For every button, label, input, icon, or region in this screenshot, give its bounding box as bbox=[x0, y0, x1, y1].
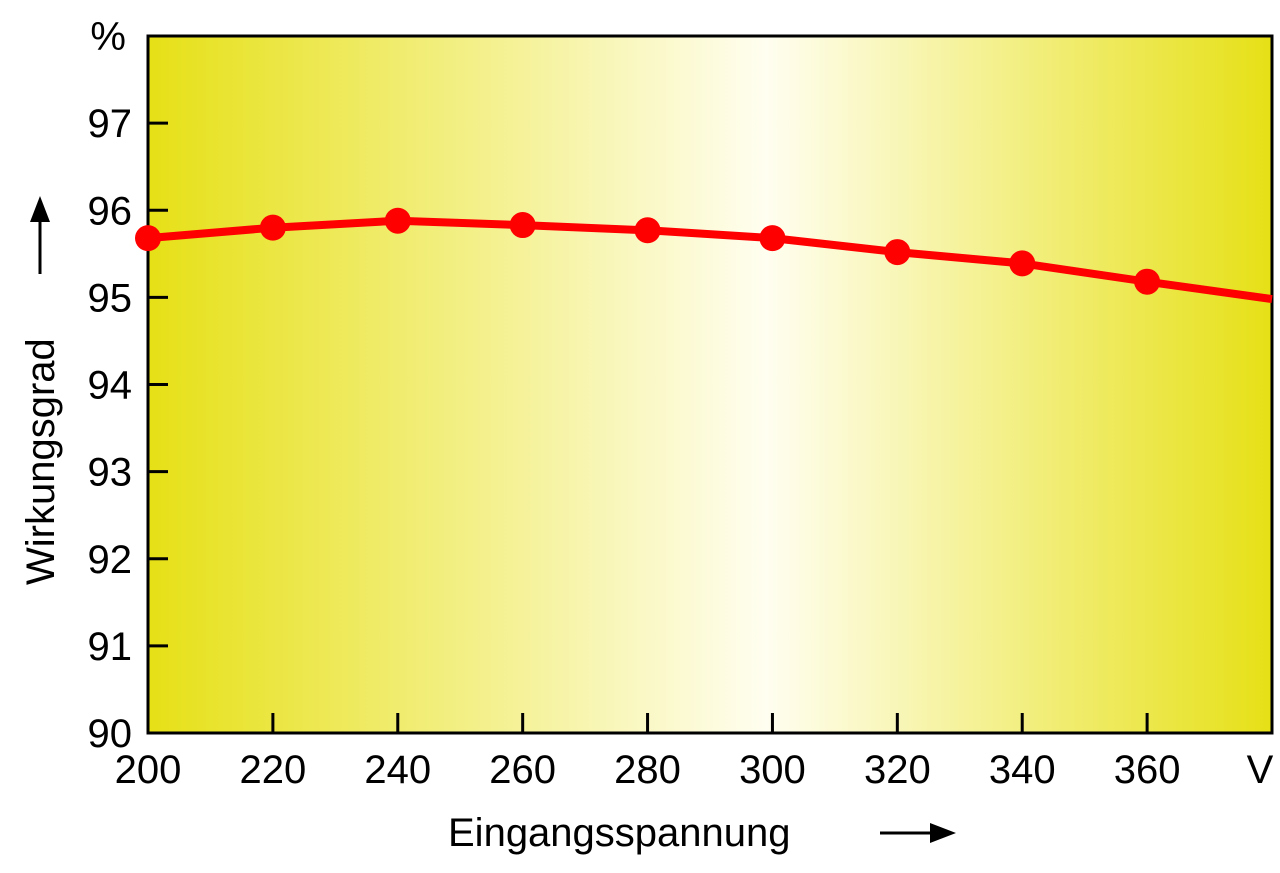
x-tick-label: 360 bbox=[1114, 748, 1181, 792]
x-tick-label: 280 bbox=[614, 748, 681, 792]
y-tick-label: 90 bbox=[88, 712, 133, 756]
plot-background bbox=[148, 36, 1272, 733]
y-tick-label: 94 bbox=[88, 364, 133, 408]
y-unit-label: % bbox=[90, 15, 126, 59]
x-tick-label: 340 bbox=[989, 748, 1056, 792]
y-tick-label: 91 bbox=[88, 625, 133, 669]
y-tick-label: 95 bbox=[88, 276, 133, 320]
data-points bbox=[135, 207, 1161, 295]
axis-ticks bbox=[148, 121, 1149, 733]
data-point-marker bbox=[259, 214, 286, 241]
x-tick-label: V bbox=[1247, 748, 1274, 792]
plot-frame bbox=[146, 34, 1274, 735]
data-point-marker bbox=[884, 239, 911, 266]
y-axis-arrow-icon bbox=[30, 196, 50, 274]
x-tick-label: 320 bbox=[864, 748, 931, 792]
y-tick-label: 97 bbox=[88, 102, 133, 146]
data-point-marker bbox=[1134, 268, 1161, 295]
x-axis-title-group: Eingangsspannung bbox=[448, 811, 956, 855]
x-tick-label: 300 bbox=[739, 748, 806, 792]
data-point-marker bbox=[759, 225, 786, 252]
x-arrow-head bbox=[930, 823, 956, 843]
y-axis-title: Wirkungsgrad bbox=[19, 338, 63, 585]
x-tick-label: 240 bbox=[364, 748, 431, 792]
data-point-marker bbox=[1009, 250, 1036, 277]
x-tick-label: 200 bbox=[115, 748, 182, 792]
y-axis-title-group: Wirkungsgrad bbox=[19, 196, 63, 585]
data-point-marker bbox=[384, 207, 411, 234]
data-point-marker bbox=[634, 217, 661, 244]
tick-labels: 90 91 92 93 94 95 96 97 200 220 240 260 280 300 320 340… bbox=[88, 102, 1274, 792]
y-tick-label: 96 bbox=[88, 189, 133, 233]
y-tick-label: 93 bbox=[88, 451, 133, 495]
efficiency-series-line bbox=[147, 216, 1273, 304]
data-point-marker bbox=[135, 225, 161, 252]
x-axis-arrow-icon bbox=[880, 823, 956, 843]
x-tick-label: 260 bbox=[489, 748, 556, 792]
x-axis-title: Eingangsspannung bbox=[448, 811, 791, 855]
data-point-marker bbox=[509, 212, 536, 239]
x-tick-label: 220 bbox=[240, 748, 307, 792]
y-tick-label: 92 bbox=[88, 538, 133, 582]
y-arrow-head bbox=[30, 196, 50, 222]
